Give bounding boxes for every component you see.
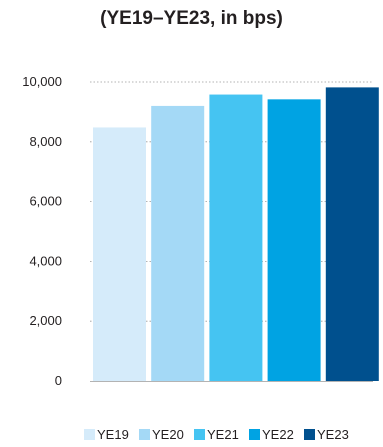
y-tick-label: 6,000: [29, 194, 62, 209]
y-tick-label: 0: [55, 373, 62, 388]
legend-swatch-ye19: [84, 429, 95, 440]
legend-label-ye21: YE21: [207, 427, 239, 442]
bars: [93, 87, 379, 382]
legend-label-ye22: YE22: [262, 427, 294, 442]
y-tick-label: 4,000: [29, 253, 62, 268]
chart-title: (YE19–YE23, in bps): [100, 8, 283, 29]
bar-ye19: [93, 127, 146, 381]
legend-swatch-ye21: [194, 429, 205, 440]
legend-swatch-ye20: [139, 429, 150, 440]
y-tick-label: 10,000: [22, 74, 62, 89]
legend-label-ye23: YE23: [317, 427, 349, 442]
legend-swatch-ye22: [249, 429, 260, 440]
legend: YE19 YE20 YE21 YE22 YE23: [84, 427, 349, 442]
bar-ye20: [151, 105, 205, 382]
bar-ye23: [325, 87, 379, 381]
y-axis-ticks: 0 2,000 4,000 6,000 8,000 10,000: [22, 74, 62, 388]
legend-label-ye20: YE20: [152, 427, 184, 442]
legend-swatch-ye23: [304, 429, 315, 440]
bar-ye21: [209, 94, 263, 382]
y-tick-label: 2,000: [29, 313, 62, 328]
legend-label-ye19: YE19: [97, 427, 129, 442]
y-tick-label: 8,000: [29, 134, 62, 149]
bar-ye22: [267, 99, 321, 381]
